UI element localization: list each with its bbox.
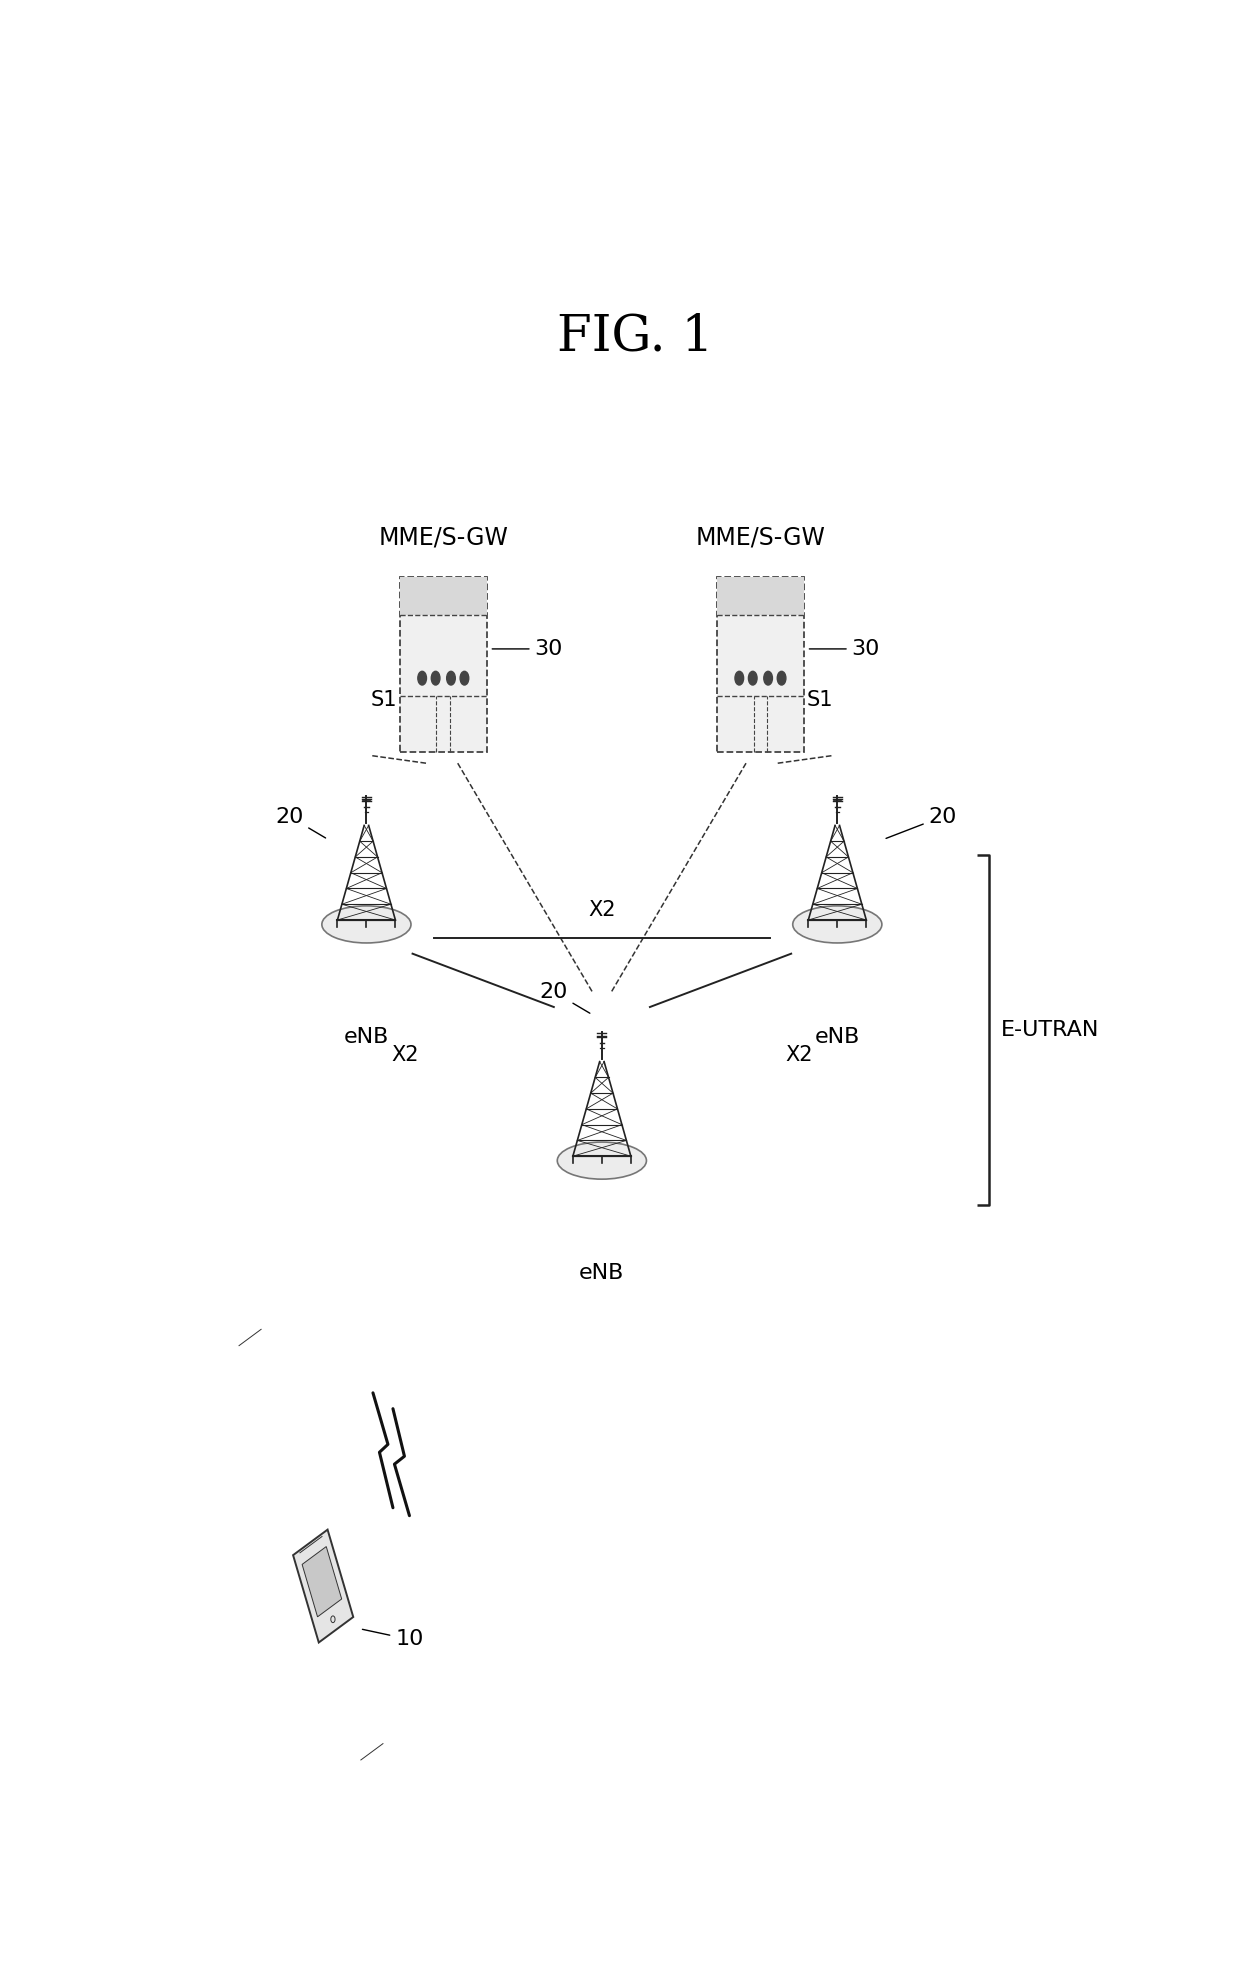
Text: FIG. 1: FIG. 1 [557, 313, 714, 362]
Circle shape [735, 671, 744, 685]
Text: eNB: eNB [343, 1027, 389, 1047]
Circle shape [446, 671, 455, 685]
Text: 30: 30 [810, 639, 880, 659]
Text: S1: S1 [425, 691, 451, 710]
Text: eNB: eNB [579, 1263, 625, 1282]
Polygon shape [293, 1530, 353, 1643]
Circle shape [432, 671, 440, 685]
Polygon shape [303, 1546, 342, 1617]
Circle shape [460, 671, 469, 685]
Text: 20: 20 [887, 807, 957, 839]
Text: 20: 20 [275, 807, 326, 837]
Text: X2: X2 [588, 900, 615, 920]
Text: 30: 30 [492, 639, 563, 659]
Text: eNB: eNB [815, 1027, 861, 1047]
Text: X2: X2 [785, 1045, 812, 1065]
FancyBboxPatch shape [401, 576, 486, 752]
Circle shape [777, 671, 786, 685]
Text: 20: 20 [539, 982, 590, 1013]
FancyBboxPatch shape [401, 576, 486, 615]
Ellipse shape [557, 1142, 646, 1179]
Ellipse shape [322, 906, 410, 942]
Text: MME/S-GW: MME/S-GW [696, 526, 826, 550]
FancyBboxPatch shape [717, 576, 804, 752]
Text: S1: S1 [807, 691, 833, 710]
Text: 10: 10 [362, 1629, 424, 1649]
Circle shape [749, 671, 758, 685]
Circle shape [418, 671, 427, 685]
Text: MME/S-GW: MME/S-GW [378, 526, 508, 550]
Text: E-UTRAN: E-UTRAN [1001, 1019, 1099, 1039]
Ellipse shape [792, 906, 882, 942]
Text: X2: X2 [391, 1045, 419, 1065]
Text: S1: S1 [751, 691, 779, 710]
FancyBboxPatch shape [717, 576, 804, 615]
Circle shape [764, 671, 773, 685]
Text: S1: S1 [371, 691, 397, 710]
